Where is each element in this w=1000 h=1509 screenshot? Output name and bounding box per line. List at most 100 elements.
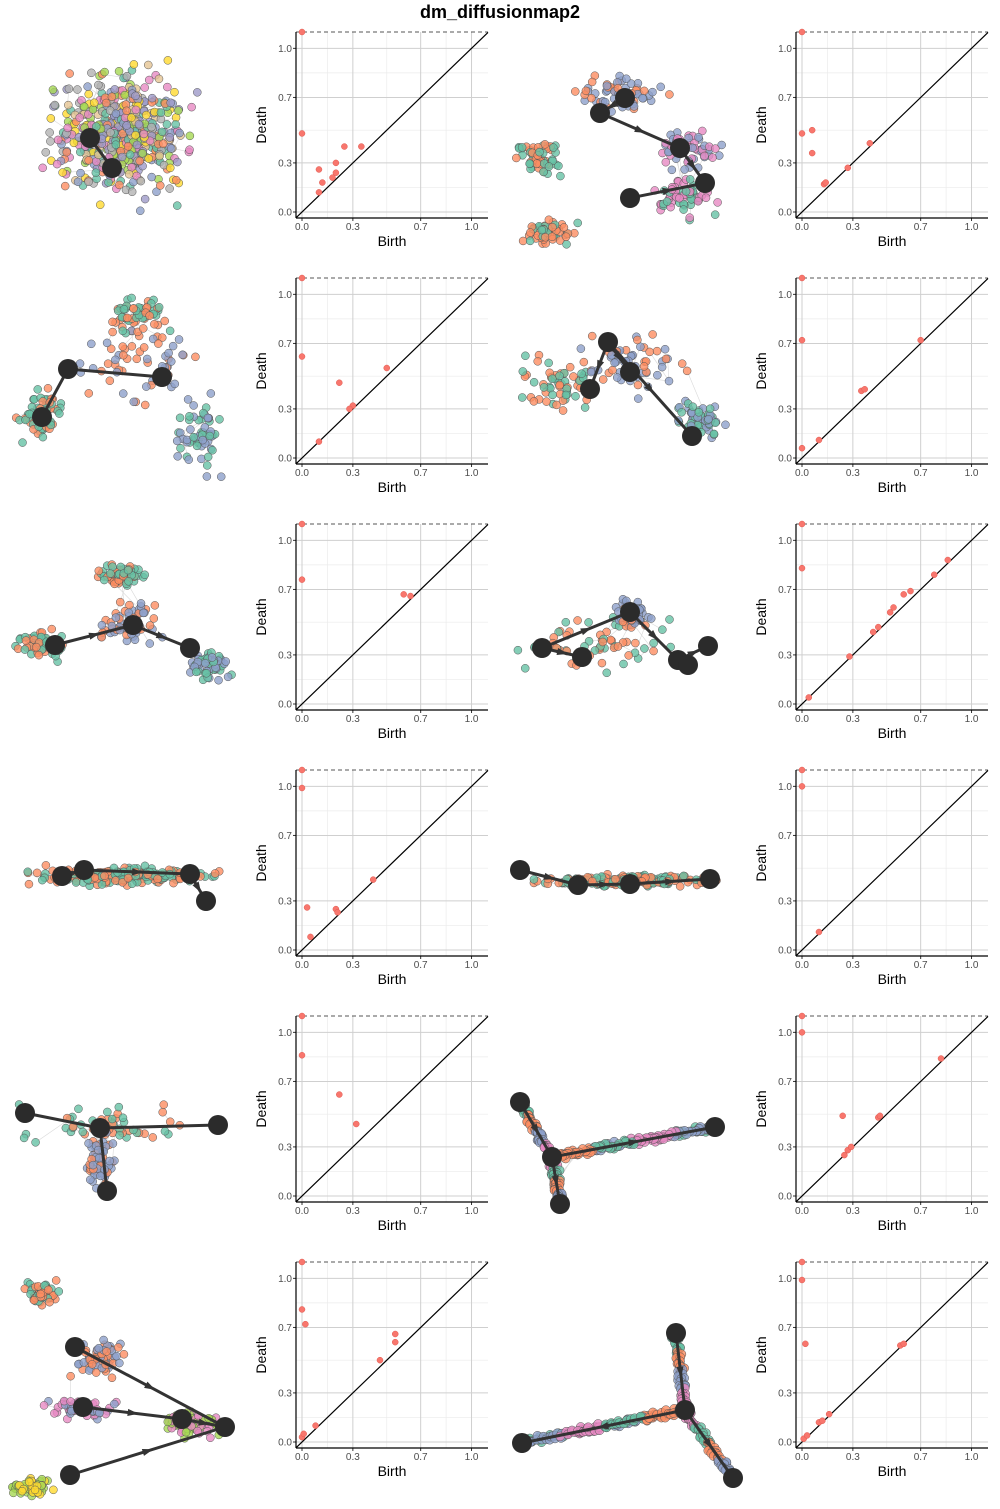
cell-point — [142, 383, 150, 391]
cell-point — [166, 133, 174, 141]
cell-point — [665, 615, 673, 623]
y-tick-label: 0.0 — [778, 454, 792, 465]
x-tick-label: 0.0 — [795, 960, 809, 971]
x-axis-title: Birth — [878, 1217, 907, 1233]
trajectory-edges — [522, 1333, 733, 1478]
persistence-point — [319, 180, 325, 186]
figure-title: dm_diffusionmap2 — [0, 2, 1000, 23]
cell-point — [55, 410, 63, 418]
cell-point — [548, 375, 556, 383]
cell-point — [133, 141, 141, 149]
cell-point — [680, 872, 688, 880]
cell-point — [148, 94, 156, 102]
milestone-node — [172, 1409, 192, 1429]
cell-point — [85, 90, 93, 98]
cell-point — [50, 1409, 58, 1417]
cell-point — [35, 651, 43, 659]
trajectory-graph-panel — [0, 766, 250, 1012]
cell-point — [174, 452, 182, 460]
cell-point — [192, 668, 200, 676]
cell-point — [112, 141, 120, 149]
persistence-point — [848, 1144, 854, 1150]
persistence-point — [862, 386, 868, 392]
cell-point — [608, 366, 616, 374]
persistence-point — [392, 1339, 398, 1345]
cell-point — [61, 182, 69, 190]
x-tick-label: 1.0 — [465, 222, 479, 233]
y-tick-label: 0.3 — [778, 404, 792, 415]
persistence-point — [799, 1029, 805, 1035]
cell-point — [694, 197, 702, 205]
cell-point — [87, 69, 95, 77]
x-tick-label: 0.0 — [295, 1452, 309, 1463]
cell-point — [203, 461, 211, 469]
y-tick-label: 0.7 — [778, 831, 792, 842]
trajectory-graph-panel — [500, 274, 750, 520]
cell-point — [710, 430, 718, 438]
cell-point — [208, 653, 216, 661]
cell-point — [136, 207, 144, 215]
cell-point — [124, 142, 132, 150]
persistence-point — [353, 1121, 359, 1127]
cell-point — [166, 1118, 174, 1126]
cell-point — [146, 640, 154, 648]
cell-point — [173, 437, 181, 445]
y-tick-label: 0.3 — [278, 158, 292, 169]
cell-point — [46, 1298, 54, 1306]
cell-point — [534, 357, 542, 365]
cell-point — [115, 181, 123, 189]
cell-point — [665, 377, 673, 385]
cell-point — [163, 83, 171, 91]
cell-point — [158, 128, 166, 136]
y-tick-label: 0.0 — [778, 1192, 792, 1203]
x-tick-label: 0.3 — [346, 960, 360, 971]
x-tick-label: 0.7 — [914, 1206, 928, 1217]
cell-point — [159, 1108, 167, 1116]
x-axis-title: Birth — [378, 479, 407, 495]
cell-point — [172, 176, 180, 184]
cell-point — [611, 359, 619, 367]
y-axis-title: Death — [253, 598, 269, 635]
cell-point — [190, 401, 198, 409]
x-tick-label: 1.0 — [965, 1206, 979, 1217]
cell-point — [121, 91, 129, 99]
cell-point — [193, 88, 201, 96]
cell-point — [90, 99, 98, 107]
persistence-point — [809, 150, 815, 156]
milestone-node — [598, 332, 618, 352]
cell-point — [582, 87, 590, 95]
cell-point — [128, 294, 136, 302]
cell-point — [622, 75, 630, 83]
y-tick-label: 1.0 — [278, 782, 292, 793]
cell-point — [72, 878, 80, 886]
cell-point — [137, 177, 145, 185]
cell-point — [675, 194, 683, 202]
x-tick-label: 0.3 — [846, 960, 860, 971]
cell-point — [104, 360, 112, 368]
y-tick-label: 1.0 — [778, 782, 792, 793]
trajectory-graph-svg — [500, 1012, 750, 1258]
cell-point — [33, 869, 41, 877]
x-axis-title: Birth — [378, 1217, 407, 1233]
diagonal-line — [796, 524, 988, 709]
cell-point — [646, 348, 654, 356]
x-tick-label: 1.0 — [465, 468, 479, 479]
trajectory-graph-panel — [0, 1012, 250, 1258]
cell-point — [702, 194, 710, 202]
trajectory-graph-panel — [0, 28, 250, 274]
cell-point — [46, 129, 54, 137]
cell-point — [131, 131, 139, 139]
trajectory-graph-svg — [0, 766, 250, 1012]
cell-point — [186, 425, 194, 433]
persistence-point — [335, 909, 341, 915]
y-axis-title: Death — [753, 1336, 769, 1373]
cell-point — [139, 609, 147, 617]
cell-point — [32, 1138, 40, 1146]
